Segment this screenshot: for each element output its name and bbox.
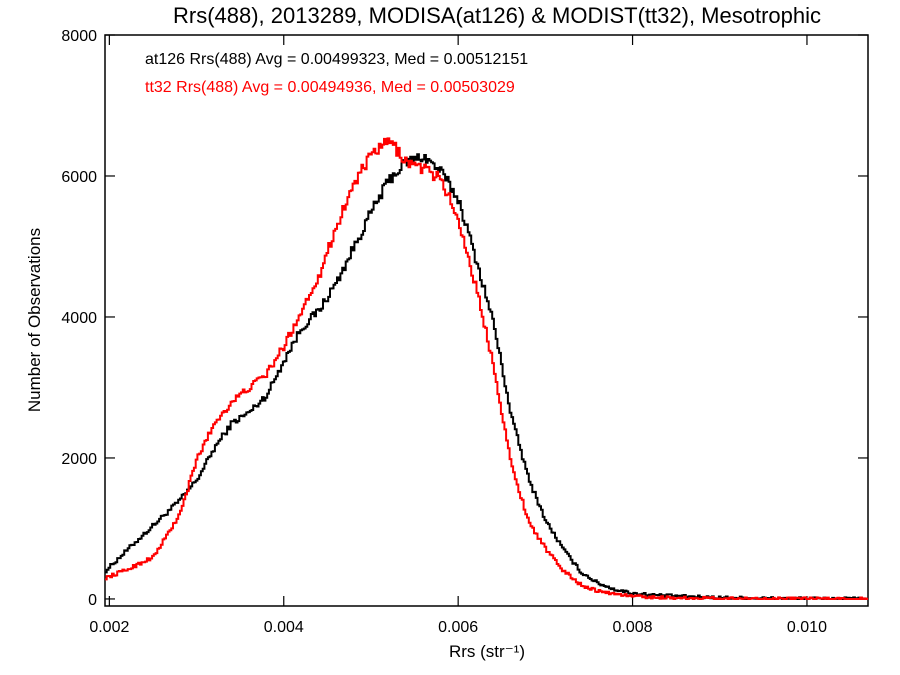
- series-line-tt32: [105, 137, 869, 600]
- x-tick-label: 0.010: [787, 619, 827, 636]
- x-axis-label: Rrs (str⁻¹): [449, 642, 525, 661]
- legend-entry-tt32: tt32 Rrs(488) Avg = 0.00494936, Med = 0.…: [145, 79, 515, 96]
- x-tick-label: 0.008: [613, 619, 653, 636]
- y-axis-label: Number of Observations: [25, 228, 44, 412]
- y-tick-label: 2000: [61, 451, 97, 468]
- axis-ticks: 0.002 0.004 0.006 0.008 0.010 0 2000 4000 6000 80…: [61, 28, 868, 636]
- x-tick-label: 0.004: [264, 619, 304, 636]
- y-tick-label: 0: [88, 592, 97, 609]
- y-tick-label: 4000: [61, 310, 97, 327]
- series-line-at126: [105, 153, 869, 600]
- legend-entry-at126: at126 Rrs(488) Avg = 0.00499323, Med = 0…: [145, 51, 528, 68]
- y-tick-label: 8000: [61, 28, 97, 45]
- series-layer: [105, 137, 869, 600]
- chart-title: Rrs(488), 2013289, MODISA(at126) & MODIS…: [173, 3, 821, 28]
- y-tick-label: 6000: [61, 169, 97, 186]
- x-tick-label: 0.006: [438, 619, 478, 636]
- plot-frame: [104, 34, 869, 607]
- x-tick-label: 0.002: [89, 619, 129, 636]
